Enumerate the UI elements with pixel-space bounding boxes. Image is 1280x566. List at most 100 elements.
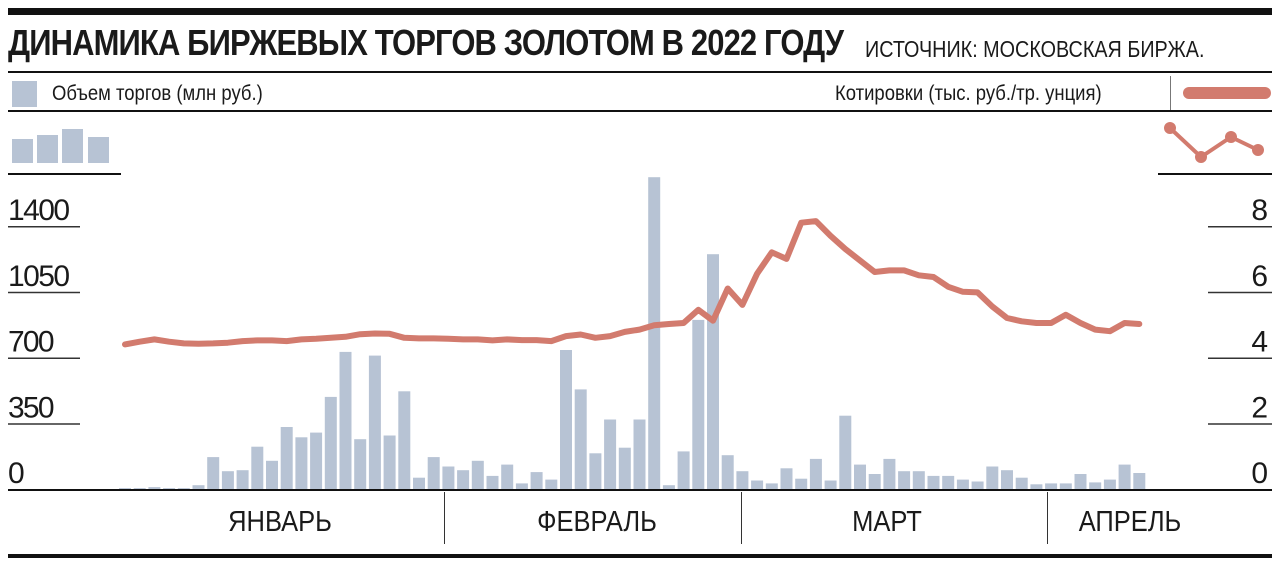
volume-bar	[236, 470, 249, 489]
volume-bar	[1001, 470, 1013, 489]
volume-bar	[1118, 464, 1131, 489]
left-tick-label: 1400	[8, 194, 70, 227]
volume-bar	[854, 464, 866, 489]
right-tick-line	[1208, 423, 1272, 425]
volume-bar	[457, 470, 470, 489]
volume-bar	[765, 483, 778, 489]
volume-bar	[530, 472, 543, 489]
volume-bar	[1030, 484, 1043, 489]
volume-bar	[956, 479, 969, 489]
volume-bar	[736, 471, 749, 489]
volume-axis-icon	[8, 129, 121, 175]
volume-bar	[662, 485, 675, 489]
volume-bar	[354, 439, 367, 489]
volume-bar	[986, 466, 999, 489]
volume-bar	[324, 396, 337, 489]
volume-bar	[839, 415, 852, 489]
price-legend-label: Котировки (тыс. руб./тр. унция)	[835, 82, 1102, 105]
volume-bar	[295, 437, 308, 489]
volume-bar	[545, 479, 558, 489]
volume-bar	[574, 389, 587, 489]
right-tick-label: 0	[1251, 457, 1268, 490]
volume-bar	[677, 451, 690, 489]
top-rule	[8, 8, 1272, 15]
volume-bar	[398, 391, 411, 489]
volume-bar	[383, 435, 396, 489]
chart-title: ДИНАМИКА БИРЖЕВЫХ ТОРГОВ ЗОЛОТОМ В 2022 …	[8, 22, 844, 63]
volume-bar	[221, 471, 234, 489]
right-axis: 8 6 4 2 0	[1208, 194, 1272, 490]
left-axis: 1400 1050 700 350 0	[8, 194, 80, 490]
volume-bar	[1103, 479, 1116, 489]
volume-bar	[148, 487, 161, 489]
volume-bar	[280, 427, 293, 489]
bottom-rule	[8, 554, 1272, 558]
volume-bar	[780, 468, 793, 489]
volume-bar	[501, 464, 514, 489]
left-tick-label: 0	[8, 457, 25, 490]
volume-bar	[589, 453, 602, 489]
volume-bar	[883, 458, 896, 489]
volume-bar	[927, 475, 940, 489]
volume-bar	[339, 351, 352, 489]
price-line	[122, 218, 1143, 348]
volume-bar	[251, 446, 264, 489]
volume-bar	[1074, 474, 1087, 489]
volume-bar	[795, 478, 808, 489]
volume-bar	[1089, 482, 1102, 489]
volume-bar	[648, 177, 661, 489]
volume-bar	[912, 471, 925, 489]
volume-bar	[119, 488, 131, 490]
volume-bar	[413, 477, 425, 489]
volume-bar	[707, 254, 719, 489]
volume-bar	[751, 480, 764, 489]
month-separator	[1047, 492, 1048, 544]
volume-bar	[192, 485, 205, 489]
month-label-jan: ЯНВАРЬ	[228, 506, 332, 538]
volume-bar	[442, 466, 455, 489]
right-tick-label: 2	[1251, 391, 1268, 424]
volume-bar	[633, 419, 646, 489]
right-tick-line	[1208, 291, 1272, 294]
volume-bar	[824, 480, 837, 489]
volume-bar	[868, 474, 881, 489]
month-label-feb: ФЕВРАЛЬ	[537, 506, 657, 538]
volume-bar	[692, 319, 705, 489]
baseline-rule	[8, 489, 1272, 491]
month-label-mar: МАРТ	[852, 506, 922, 538]
left-tick-label: 350	[8, 391, 55, 424]
volume-bar	[604, 419, 617, 489]
volume-bar	[266, 460, 278, 489]
right-tick-label: 8	[1251, 194, 1268, 227]
volume-legend-label: Объем торгов (млн руб.)	[52, 82, 263, 105]
volume-bar	[971, 481, 984, 489]
volume-bar	[368, 355, 381, 489]
volume-bar	[1133, 473, 1146, 489]
volume-bar	[1015, 477, 1028, 489]
volume-bar	[310, 432, 323, 489]
left-tick-label: 700	[8, 326, 55, 359]
right-tick-label: 6	[1251, 260, 1268, 293]
volume-bar	[560, 350, 572, 489]
left-tick-line	[8, 423, 80, 425]
month-separator	[444, 492, 445, 544]
volume-bar	[515, 483, 528, 489]
left-tick-line	[8, 226, 80, 228]
volume-bar	[1045, 483, 1058, 489]
left-tick-line	[8, 291, 80, 294]
price-series-line	[122, 218, 1143, 348]
volume-bar	[898, 471, 911, 489]
price-legend-swatch	[1183, 87, 1271, 99]
right-tick-label: 4	[1251, 326, 1268, 359]
volume-bar	[721, 455, 734, 489]
volume-bar	[486, 475, 499, 489]
left-tick-line	[8, 357, 80, 359]
volume-bar	[177, 488, 190, 490]
legend-rule	[8, 110, 1272, 112]
volume-bar	[163, 488, 176, 490]
volume-bar	[618, 447, 631, 489]
month-label-apr: АПРЕЛЬ	[1078, 506, 1182, 538]
volume-legend-swatch	[12, 81, 37, 107]
volume-bar	[207, 457, 220, 489]
